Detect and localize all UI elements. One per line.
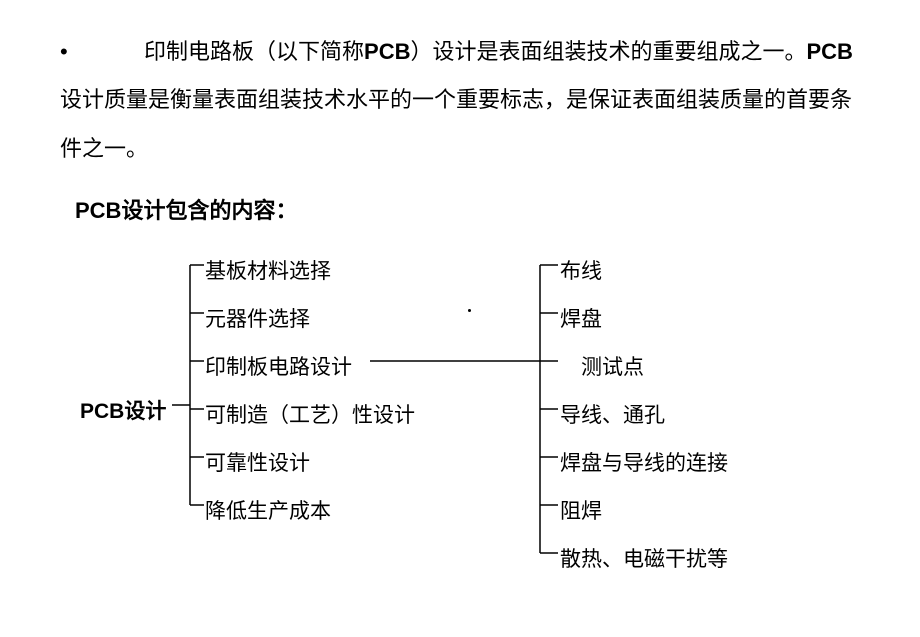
diagram-node: 基板材料选择	[205, 255, 331, 285]
diagram-node: 布线	[560, 255, 602, 285]
diagram-node: PCB设计	[80, 395, 166, 425]
diagram-node: 测试点	[560, 351, 644, 381]
pcb-diagram: PCB设计 基板材料选择元器件选择印制板电路设计可制造（工艺）性设计可靠性设计降低…	[0, 240, 920, 620]
subtitle-text: PCB设计包含的内容：	[75, 193, 297, 225]
diagram-node: 散热、电磁干扰等	[560, 543, 728, 573]
stray-dot	[468, 309, 471, 312]
diagram-node: 焊盘	[560, 303, 602, 333]
diagram-node: 导线、通孔	[560, 399, 665, 429]
diagram-node: 阻焊	[560, 495, 602, 525]
diagram-node: 可靠性设计	[205, 447, 310, 477]
para-segment: PCB	[806, 39, 852, 64]
para-segment: ）设计是表面组装技术的重要组成之一。	[410, 39, 806, 64]
diagram-node: 印制板电路设计	[205, 351, 352, 381]
para-segment: 设计质量是衡量表面组装技术水平的一个重要标志，是保证表面组装质量的首要条件之一。	[60, 87, 852, 160]
bullet-dot: •	[60, 28, 100, 76]
diagram-lines	[0, 240, 920, 620]
para-segment: 印制电路板（以下简称	[100, 39, 364, 64]
diagram-node: 焊盘与导线的连接	[560, 447, 728, 477]
diagram-node: 可制造（工艺）性设计	[205, 399, 415, 429]
intro-paragraph: • 印制电路板（以下简称PCB）设计是表面组装技术的重要组成之一。PCB设计质量…	[60, 28, 860, 173]
diagram-node: 元器件选择	[205, 303, 310, 333]
diagram-node: 降低生产成本	[205, 495, 331, 525]
para-segment: PCB	[364, 39, 410, 64]
